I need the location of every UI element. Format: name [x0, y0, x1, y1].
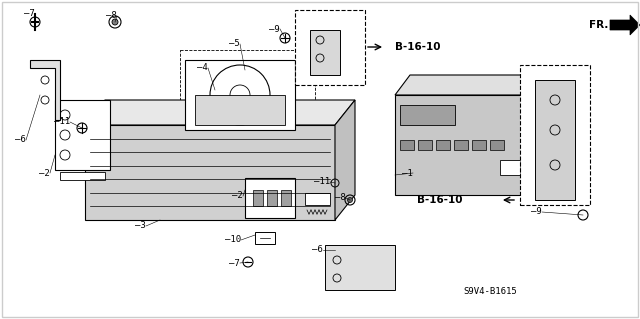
- Text: —1: —1: [403, 168, 413, 177]
- Circle shape: [112, 19, 118, 25]
- Text: B-16-10: B-16-10: [417, 195, 463, 205]
- Polygon shape: [335, 100, 355, 220]
- Polygon shape: [525, 75, 540, 195]
- Polygon shape: [395, 75, 540, 95]
- Text: —6: —6: [15, 136, 26, 145]
- Polygon shape: [610, 15, 640, 35]
- Bar: [500, 160, 520, 175]
- Bar: [55, 100, 110, 170]
- Polygon shape: [85, 125, 335, 220]
- Bar: [195, 95, 285, 125]
- Bar: [490, 140, 504, 150]
- Bar: [245, 178, 295, 218]
- Bar: [267, 190, 277, 206]
- Text: FR.: FR.: [589, 20, 608, 30]
- Text: S9V4-B1615: S9V4-B1615: [463, 287, 517, 296]
- Text: —6: —6: [312, 246, 323, 255]
- Bar: [295, 10, 365, 85]
- Text: —8: —8: [106, 11, 117, 20]
- Bar: [395, 95, 525, 195]
- Text: —2: —2: [232, 191, 243, 201]
- Text: —3: —3: [135, 221, 146, 231]
- Polygon shape: [325, 245, 395, 290]
- Text: B-16-10: B-16-10: [396, 42, 441, 52]
- Bar: [253, 190, 263, 206]
- Bar: [418, 140, 432, 150]
- Bar: [255, 232, 275, 244]
- Bar: [60, 172, 105, 180]
- Bar: [281, 190, 291, 206]
- Polygon shape: [310, 30, 340, 75]
- Text: —5: —5: [229, 40, 240, 48]
- Circle shape: [348, 197, 353, 203]
- Text: —11: —11: [314, 177, 330, 187]
- Text: —4: —4: [197, 63, 208, 72]
- Text: —10: —10: [225, 235, 241, 244]
- Text: —7: —7: [24, 9, 35, 18]
- Text: —9: —9: [531, 207, 542, 217]
- Text: —8: —8: [335, 194, 346, 203]
- Text: —2: —2: [39, 168, 50, 177]
- Bar: [400, 140, 414, 150]
- Bar: [185, 60, 295, 130]
- Bar: [305, 193, 330, 205]
- Bar: [472, 140, 486, 150]
- Text: —11: —11: [54, 117, 70, 127]
- Text: —7: —7: [229, 258, 240, 268]
- Bar: [520, 65, 590, 205]
- Bar: [400, 105, 455, 125]
- Bar: [454, 140, 468, 150]
- Text: —9: —9: [269, 25, 280, 33]
- Bar: [436, 140, 450, 150]
- Polygon shape: [85, 100, 355, 125]
- Polygon shape: [30, 60, 60, 120]
- Polygon shape: [535, 80, 575, 200]
